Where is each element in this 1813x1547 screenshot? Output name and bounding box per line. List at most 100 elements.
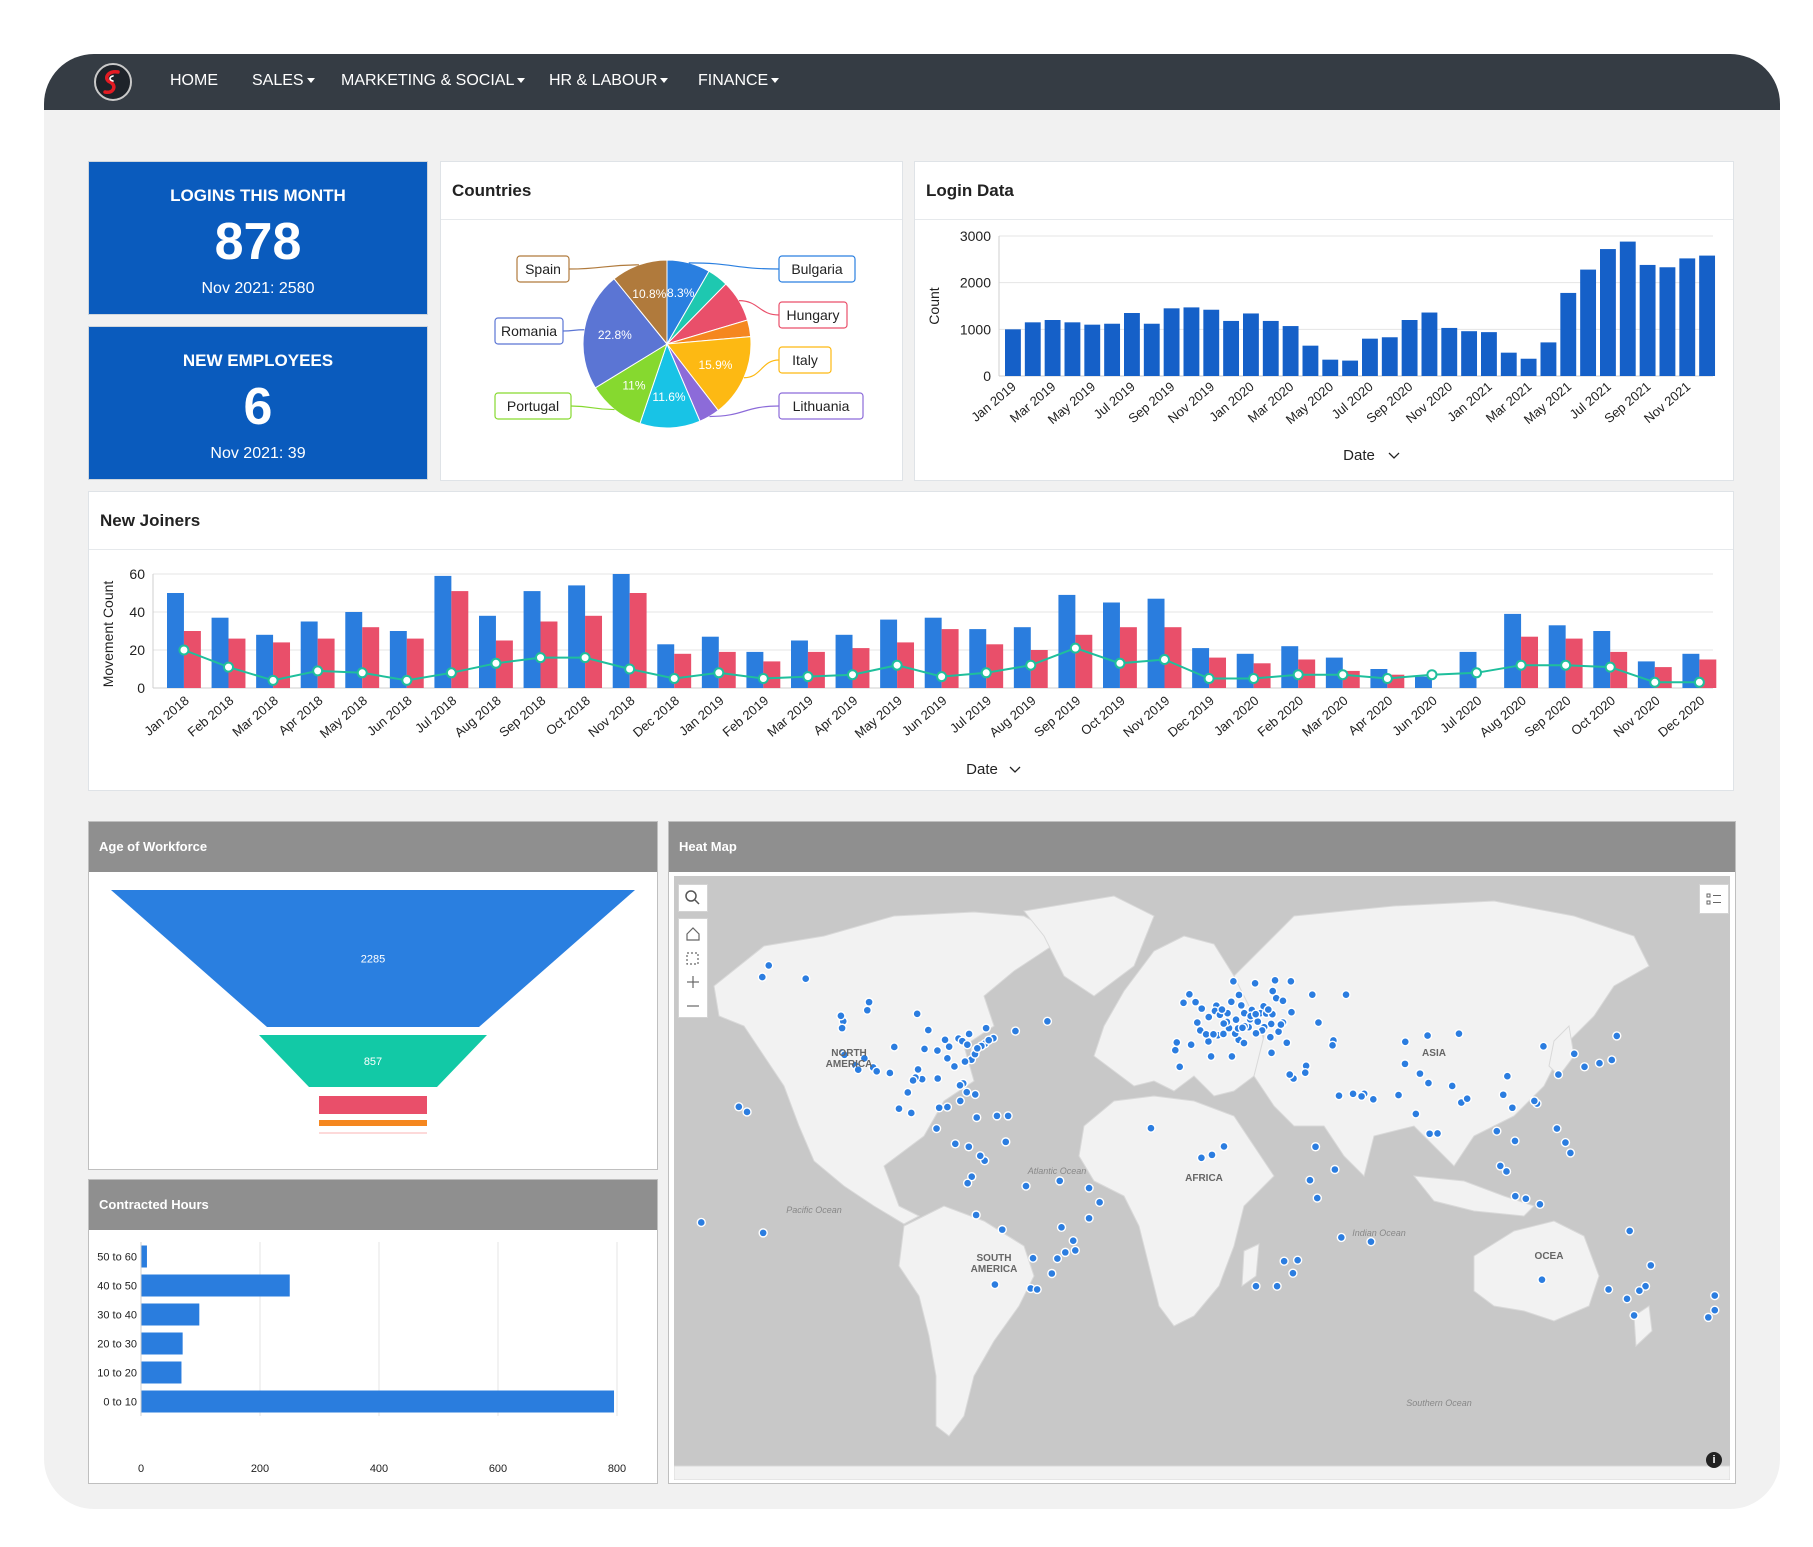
location-dot (862, 1005, 873, 1015)
x-tick-label: Aug 2020 (1477, 693, 1529, 740)
y-tick-label: 3000 (960, 228, 991, 244)
y-tick-label: 10 to 20 (97, 1368, 137, 1380)
app-frame: HOME SALES MARKETING & SOCIAL HR & LABOU… (44, 54, 1780, 1509)
contracted-hours-chart: 0 200 400 600 800 50 to 60 40 to 50 30 to 40 20 … (97, 1242, 626, 1475)
caret-down-icon (660, 78, 669, 84)
nav-home[interactable]: HOME (170, 72, 218, 90)
map-legend-button[interactable] (1699, 884, 1729, 914)
joiners-bar-series1 (434, 575, 452, 688)
x-tick-label: Jun 2018 (364, 693, 415, 739)
joiners-bar-series1 (969, 629, 987, 688)
map-info-icon[interactable]: i (1706, 1452, 1722, 1468)
location-dot (1207, 1150, 1217, 1160)
pie-callout-label: Bulgaria (791, 261, 843, 277)
card-divider (89, 549, 1733, 550)
y-tick-label: 1000 (960, 321, 991, 337)
location-dot (1422, 1030, 1433, 1041)
location-dot (984, 1035, 994, 1045)
countries-title: Countries (452, 181, 532, 200)
location-dot (912, 1009, 922, 1019)
joiners-line-point (312, 665, 324, 677)
location-dot (971, 1210, 981, 1220)
location-dot (1250, 978, 1260, 988)
kpi-logins[interactable]: LOGINS THIS MONTH 878 Nov 2021: 2580 (88, 161, 428, 315)
x-tick-label: Oct 2020 (1568, 693, 1618, 738)
zoom-in-icon[interactable] (687, 976, 699, 988)
funnel-value-label: 2285 (361, 954, 385, 966)
nav-sales[interactable]: SALES (252, 72, 315, 90)
location-dot (1334, 1091, 1344, 1101)
login-bar (1362, 338, 1378, 376)
box-select-icon[interactable] (686, 952, 699, 965)
x-tick-label: Aug 2019 (986, 693, 1038, 740)
location-dot (933, 1073, 943, 1084)
x-tick-label: 0 (138, 1463, 144, 1475)
location-dot (923, 1025, 934, 1035)
joiners-line-point (490, 657, 502, 669)
joiners-bar-series1 (1103, 602, 1120, 688)
location-dot (1356, 1091, 1367, 1102)
location-dot (1501, 1166, 1512, 1177)
age-of-workforce-card: Age of Workforce 2285 857 (88, 821, 658, 1170)
home-icon[interactable] (686, 927, 700, 941)
search-icon (685, 890, 700, 905)
location-dot (1537, 1274, 1547, 1285)
joiners-bar-series2 (451, 591, 469, 688)
pie-callout-label: Romania (501, 323, 557, 339)
world-heat-map[interactable]: NORTHAMERICASOUTHAMERICAAFRICAASIAOCEAAt… (674, 876, 1730, 1480)
chevron-down-icon (1009, 766, 1021, 773)
location-dot (1646, 1260, 1656, 1271)
location-dot (1279, 1256, 1289, 1266)
location-dot (1710, 1290, 1720, 1301)
login-bar (1302, 345, 1319, 376)
nav-marketing[interactable]: MARKETING & SOCIAL (341, 72, 526, 90)
location-dot (1612, 1031, 1622, 1041)
kpi-new-employees[interactable]: NEW EMPLOYEES 6 Nov 2021: 39 (88, 326, 428, 480)
pie-callout-line (568, 264, 639, 270)
nav-finance[interactable]: FINANCE (698, 72, 780, 90)
location-dot (1028, 1253, 1038, 1263)
countries-pie-chart: 8.3% 15.9% 11.6% 11% 22.8% 10.8% Bulgaria Hunga… (494, 255, 864, 429)
login-bar (1203, 309, 1220, 376)
nav-hr-label: HR & LABOUR (549, 72, 658, 89)
location-dot (894, 1104, 904, 1114)
joiners-bar-series2 (317, 638, 335, 688)
nav-hr[interactable]: HR & LABOUR (549, 72, 669, 90)
location-dot (949, 1061, 960, 1072)
pie-callout-label: Portugal (507, 398, 559, 414)
joiners-bar-series1 (1459, 651, 1477, 688)
map-tools-icons (686, 927, 700, 1007)
location-dot (1305, 1175, 1315, 1185)
location-dot (972, 1112, 982, 1123)
location-dot (1529, 1096, 1540, 1106)
x-axis-title: Date (1343, 447, 1375, 464)
joiners-line-point (668, 673, 680, 684)
contracted-hours-card: Contracted Hours 0 200 400 600 800 50 to 60 40… (88, 1179, 658, 1484)
location-dot (1300, 1067, 1310, 1078)
y-tick-label: 0 to 10 (103, 1397, 137, 1409)
location-dot (1432, 1128, 1443, 1139)
joiners-bar-series1 (167, 593, 184, 688)
map-search-button[interactable] (678, 884, 708, 912)
y-tick-label: 40 (129, 604, 145, 620)
location-dot (919, 1044, 930, 1054)
joiners-line-point (891, 659, 903, 671)
location-dot (997, 1224, 1007, 1235)
joiners-bar-series1 (211, 617, 229, 688)
kpi-employees-sub: Nov 2021: 39 (210, 445, 306, 462)
joiners-bar-series2 (406, 638, 424, 688)
x-tick-label: Sep 2020 (1521, 693, 1573, 740)
x-tick-label: Oct 2019 (1078, 693, 1128, 738)
login-bar (1064, 322, 1081, 376)
login-bar (1679, 258, 1696, 376)
x-tick-label: Nov 2018 (585, 693, 637, 740)
company-logo[interactable] (94, 63, 132, 101)
joiners-line-point (757, 673, 769, 684)
location-dot (1710, 1305, 1720, 1315)
location-dot (1579, 1062, 1590, 1072)
location-dot (913, 1064, 923, 1075)
joiners-line-point (1114, 657, 1126, 669)
location-dot (734, 1102, 744, 1112)
x-tick-label: Nov 2019 (1120, 693, 1172, 740)
pie-callout-box (778, 301, 848, 329)
